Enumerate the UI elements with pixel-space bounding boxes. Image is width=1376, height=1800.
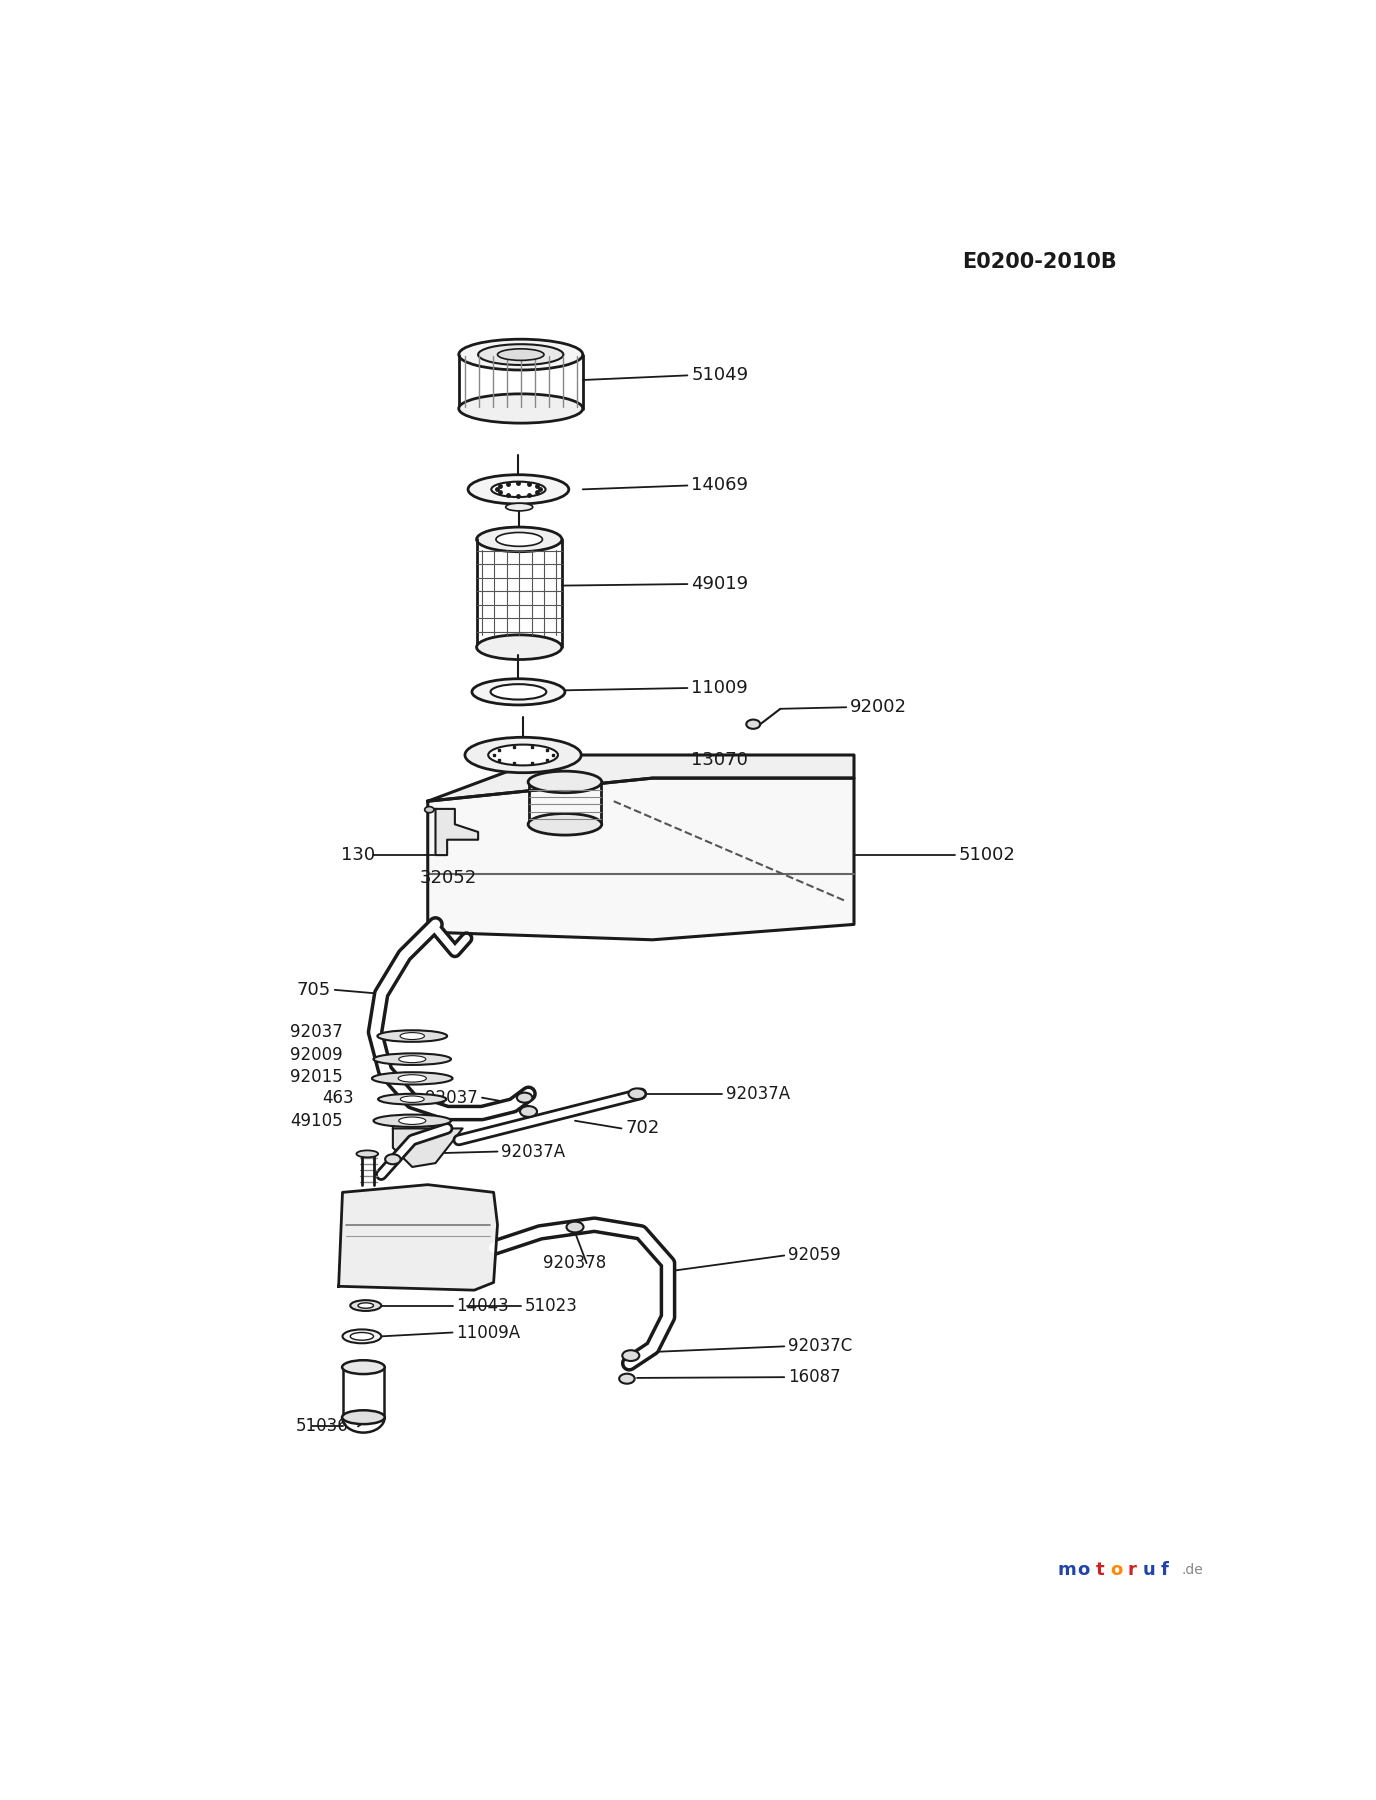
Text: 92037A: 92037A [727, 1085, 790, 1103]
Ellipse shape [472, 679, 566, 706]
Text: o: o [1077, 1561, 1090, 1579]
Ellipse shape [373, 1053, 451, 1066]
Text: 92037C: 92037C [788, 1337, 852, 1355]
Ellipse shape [528, 814, 601, 835]
Ellipse shape [629, 1089, 645, 1100]
Ellipse shape [498, 349, 544, 360]
Ellipse shape [351, 1332, 373, 1341]
Text: o: o [1110, 1561, 1121, 1579]
Ellipse shape [399, 1118, 425, 1125]
Text: 14069: 14069 [691, 477, 749, 495]
Text: 51036: 51036 [296, 1417, 348, 1435]
Ellipse shape [372, 1073, 453, 1085]
Text: r: r [1128, 1561, 1137, 1579]
Ellipse shape [622, 1350, 640, 1361]
Ellipse shape [468, 475, 568, 504]
Ellipse shape [373, 1114, 451, 1127]
Text: 51002: 51002 [959, 846, 1015, 864]
Text: 92002: 92002 [850, 698, 907, 716]
Ellipse shape [491, 482, 545, 497]
Ellipse shape [458, 394, 583, 423]
Polygon shape [394, 1129, 462, 1166]
Text: 705: 705 [297, 981, 330, 999]
Text: .de: .de [1181, 1562, 1203, 1577]
Ellipse shape [351, 1300, 381, 1310]
Ellipse shape [343, 1409, 385, 1424]
Text: 51023: 51023 [524, 1296, 578, 1314]
Text: 92015: 92015 [290, 1067, 343, 1085]
Text: m: m [1058, 1561, 1076, 1579]
Ellipse shape [343, 1330, 381, 1343]
Ellipse shape [465, 738, 581, 772]
Text: 920378: 920378 [544, 1255, 607, 1273]
Ellipse shape [425, 806, 433, 814]
Text: 14043: 14043 [457, 1296, 509, 1314]
Ellipse shape [458, 338, 583, 371]
Ellipse shape [488, 745, 557, 765]
Text: 92037: 92037 [425, 1089, 477, 1107]
Polygon shape [338, 1184, 498, 1291]
Ellipse shape [378, 1094, 446, 1105]
Ellipse shape [746, 720, 760, 729]
Polygon shape [428, 778, 854, 940]
Ellipse shape [476, 527, 561, 553]
Polygon shape [435, 808, 477, 855]
Ellipse shape [400, 1033, 424, 1040]
Text: 92009: 92009 [290, 1046, 343, 1064]
Ellipse shape [343, 1361, 385, 1373]
Ellipse shape [517, 1093, 533, 1103]
Ellipse shape [385, 1154, 400, 1165]
Ellipse shape [358, 1303, 373, 1309]
Ellipse shape [495, 533, 542, 547]
Text: 11009: 11009 [691, 679, 749, 697]
Ellipse shape [399, 1055, 425, 1062]
Ellipse shape [398, 1075, 427, 1082]
Text: 51049: 51049 [691, 367, 749, 385]
Ellipse shape [505, 504, 533, 511]
Text: 130: 130 [341, 846, 376, 864]
Text: 49019: 49019 [691, 574, 749, 592]
Ellipse shape [400, 1096, 424, 1102]
Text: E0200-2010B: E0200-2010B [963, 252, 1117, 272]
Text: u: u [1142, 1561, 1154, 1579]
Ellipse shape [567, 1222, 583, 1233]
Ellipse shape [619, 1373, 634, 1384]
Polygon shape [428, 754, 854, 801]
Text: 463: 463 [322, 1089, 354, 1107]
Text: 11009A: 11009A [457, 1323, 520, 1341]
Text: 16087: 16087 [788, 1368, 841, 1386]
Ellipse shape [490, 684, 546, 700]
Ellipse shape [377, 1030, 447, 1042]
Text: 92037A: 92037A [501, 1143, 566, 1161]
Ellipse shape [356, 1150, 378, 1157]
Text: f: f [1161, 1561, 1168, 1579]
Text: 92037: 92037 [290, 1022, 343, 1040]
Ellipse shape [477, 344, 563, 365]
Ellipse shape [520, 1107, 537, 1116]
Text: 13070: 13070 [691, 751, 749, 769]
Text: t: t [1095, 1561, 1104, 1579]
Text: 92059: 92059 [788, 1246, 841, 1264]
Ellipse shape [528, 770, 601, 792]
Text: 702: 702 [625, 1120, 659, 1138]
Text: 32052: 32052 [420, 869, 477, 887]
Text: 49105: 49105 [290, 1112, 343, 1130]
Ellipse shape [476, 635, 561, 659]
